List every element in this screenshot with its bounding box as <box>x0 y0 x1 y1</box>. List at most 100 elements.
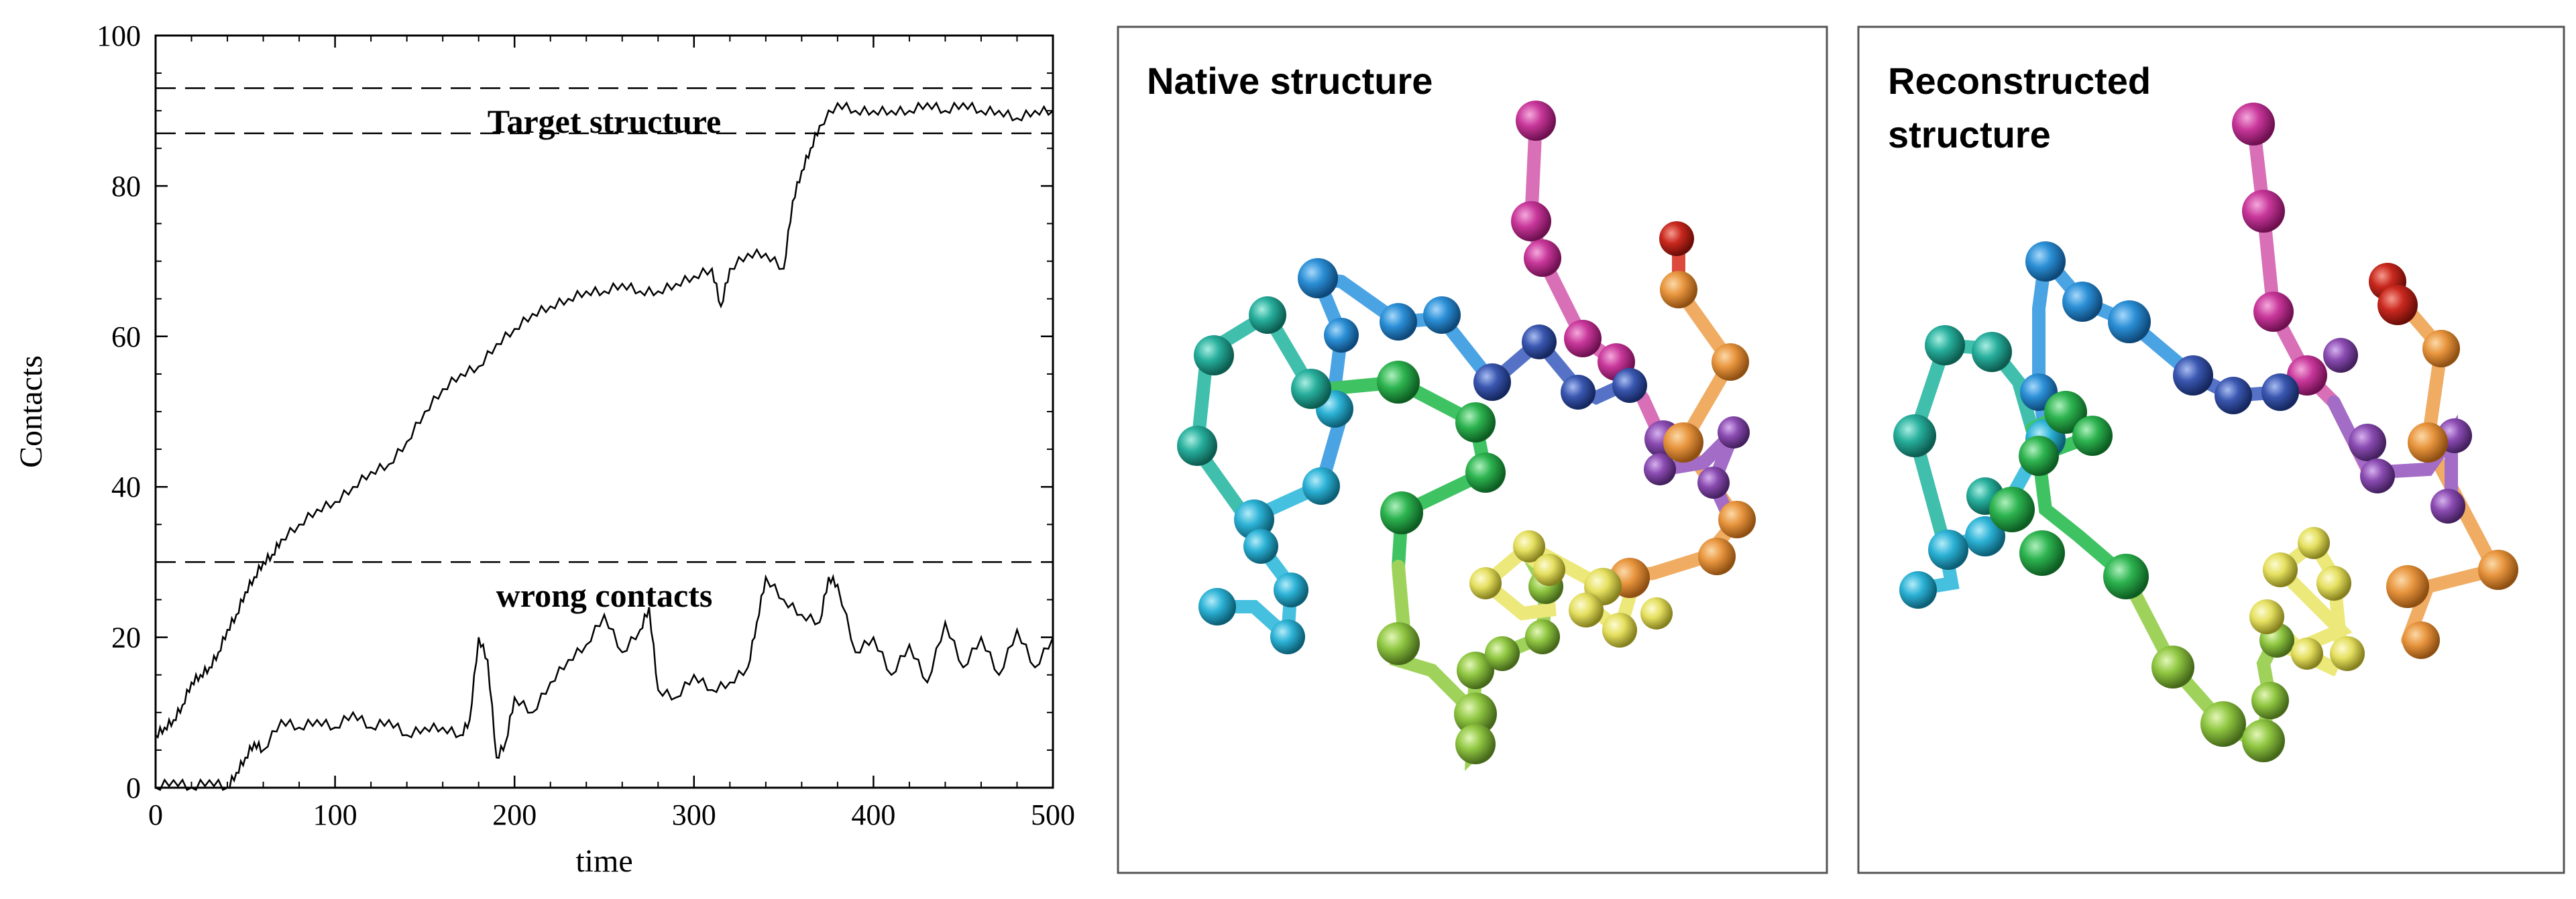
atom-green-2 <box>1455 402 1496 442</box>
recon-atom-blue-2 <box>2062 282 2103 322</box>
native-structure-panel: Native structure <box>1117 25 1828 874</box>
atom-teal-3 <box>1249 296 1286 334</box>
x-tick-label-2: 200 <box>492 798 537 831</box>
recon-atom-blue-1 <box>2108 300 2151 343</box>
atom-green-1 <box>1377 361 1420 404</box>
x-tick-label-4: 400 <box>851 798 895 831</box>
recon-atom-green-2 <box>2072 416 2113 456</box>
reconstructed-molecule <box>1893 103 2518 762</box>
atom-yellow-1 <box>1469 567 1502 599</box>
native-molecule <box>1177 101 1756 772</box>
atom-yellow-6 <box>1602 613 1637 648</box>
contacts-chart: 0 100 200 300 400 500 0 20 40 60 80 100 Target str… <box>13 19 1075 879</box>
atom-orange-2 <box>1712 343 1749 381</box>
recon-atom-teal-3 <box>1972 332 2012 372</box>
atom-cyan-2 <box>1302 467 1340 505</box>
atom-purple-3 <box>1718 416 1750 448</box>
recon-atom-yellow-5 <box>2316 566 2351 601</box>
recon-atom-green-4 <box>1989 487 2035 532</box>
atom-teal-1 <box>1177 426 1217 466</box>
recon-atom-lime-3 <box>2242 719 2285 762</box>
y-axis-label: Contacts <box>13 355 49 468</box>
recon-atom-lime-4 <box>2251 682 2289 719</box>
recon-atom-cyan-3 <box>1928 530 1968 570</box>
recon-atom-purple-5 <box>2430 489 2465 524</box>
native-panel-title: Native structure <box>1147 60 1433 102</box>
y-tick-label-1: 20 <box>111 621 141 654</box>
recon-atom-lime-2 <box>2200 701 2246 747</box>
y-axis-ticks: 0 20 40 60 80 100 <box>97 19 1053 804</box>
recon-atom-orange-4 <box>2386 565 2429 608</box>
atom-yellow-7 <box>1640 597 1673 630</box>
atom-cyan-6 <box>1270 619 1305 654</box>
y-tick-label-2: 40 <box>111 471 141 503</box>
atom-lime-5 <box>1485 636 1520 671</box>
atom-magenta-4 <box>1564 320 1602 357</box>
annotation-wrong-contacts: wrong contacts <box>496 577 713 614</box>
recon-atom-navy-2 <box>2215 377 2252 414</box>
atom-purple-4 <box>1697 467 1730 499</box>
atom-navy-2 <box>1561 375 1595 410</box>
y-tick-label-0: 0 <box>126 772 141 804</box>
atom-blue-2 <box>1380 303 1417 341</box>
atom-yellow-5 <box>1569 593 1604 627</box>
recon-atom-lime-1 <box>2151 646 2194 688</box>
atom-blue-4 <box>1324 318 1359 353</box>
recon-atom-green-3 <box>2019 436 2059 476</box>
plot-frame <box>154 34 1054 789</box>
atom-purple-2 <box>1644 453 1676 485</box>
atom-orange-3 <box>1663 422 1703 463</box>
atom-navy-3 <box>1522 324 1557 359</box>
recon-atom-purple-3 <box>2360 459 2395 493</box>
recon-atom-teal-1 <box>1893 414 1936 457</box>
y-tick-label-3: 60 <box>111 320 141 353</box>
recon-atom-magenta-2 <box>2242 190 2285 233</box>
recon-atom-blue-3 <box>2025 241 2066 282</box>
recon-atom-yellow-3 <box>2263 552 2298 587</box>
atom-lime-6 <box>1525 619 1560 654</box>
atom-navy-4 <box>1473 363 1511 401</box>
x-tick-label-0: 0 <box>148 798 163 831</box>
atom-teal-2 <box>1194 335 1234 375</box>
recon-atom-yellow-1 <box>2249 599 2284 634</box>
x-tick-label-5: 500 <box>1031 798 1075 831</box>
reference-lines <box>156 87 1053 563</box>
atom-blue-1 <box>1423 296 1461 334</box>
recon-atom-magenta-1 <box>2232 103 2275 145</box>
atom-yellow-2 <box>1513 530 1545 562</box>
atom-lime-2 <box>1454 693 1497 735</box>
atom-navy-1 <box>1612 368 1647 403</box>
reconstructed-panel-title-line2: structure <box>1888 113 2051 156</box>
recon-atom-cyan-4 <box>1899 571 1937 609</box>
atom-cyan-5 <box>1274 573 1308 607</box>
recon-atom-purple-1 <box>2323 338 2358 373</box>
atom-lime-1 <box>1377 622 1420 665</box>
atom-magenta-3 <box>1524 239 1561 277</box>
atom-lime-4 <box>1457 652 1494 689</box>
x-axis-ticks: 0 100 200 300 400 500 <box>148 36 1075 831</box>
series-line-0 <box>155 101 1054 739</box>
recon-atom-orange-3 <box>2478 550 2518 590</box>
y-tick-label-4: 80 <box>111 170 141 202</box>
recon-atom-navy-3 <box>2173 355 2213 396</box>
recon-atom-yellow-4 <box>2298 527 2330 559</box>
recon-atom-purple-2 <box>2349 424 2386 461</box>
atom-orange-4 <box>1718 501 1756 538</box>
atom-teal-4 <box>1291 369 1331 409</box>
x-axis-label: time <box>575 843 632 879</box>
atom-orange-5 <box>1698 538 1736 575</box>
atom-cyan-7 <box>1198 588 1236 625</box>
atom-magenta-1 <box>1516 101 1556 141</box>
atom-lime-3 <box>1455 724 1496 764</box>
atom-green-3 <box>1465 453 1506 493</box>
atom-orange-1 <box>1660 271 1697 308</box>
x-tick-label-3: 300 <box>672 798 716 831</box>
recon-atom-red-2 <box>2377 285 2418 325</box>
x-tick-label-1: 100 <box>313 798 357 831</box>
recon-atom-orange-2 <box>2408 422 2448 463</box>
reconstructed-panel-title-line1: Reconstructed <box>1888 60 2151 102</box>
annotation-target-structure: Target structure <box>488 103 722 140</box>
atom-cyan-4 <box>1243 529 1278 564</box>
recon-atom-yellow-6 <box>2330 636 2365 671</box>
